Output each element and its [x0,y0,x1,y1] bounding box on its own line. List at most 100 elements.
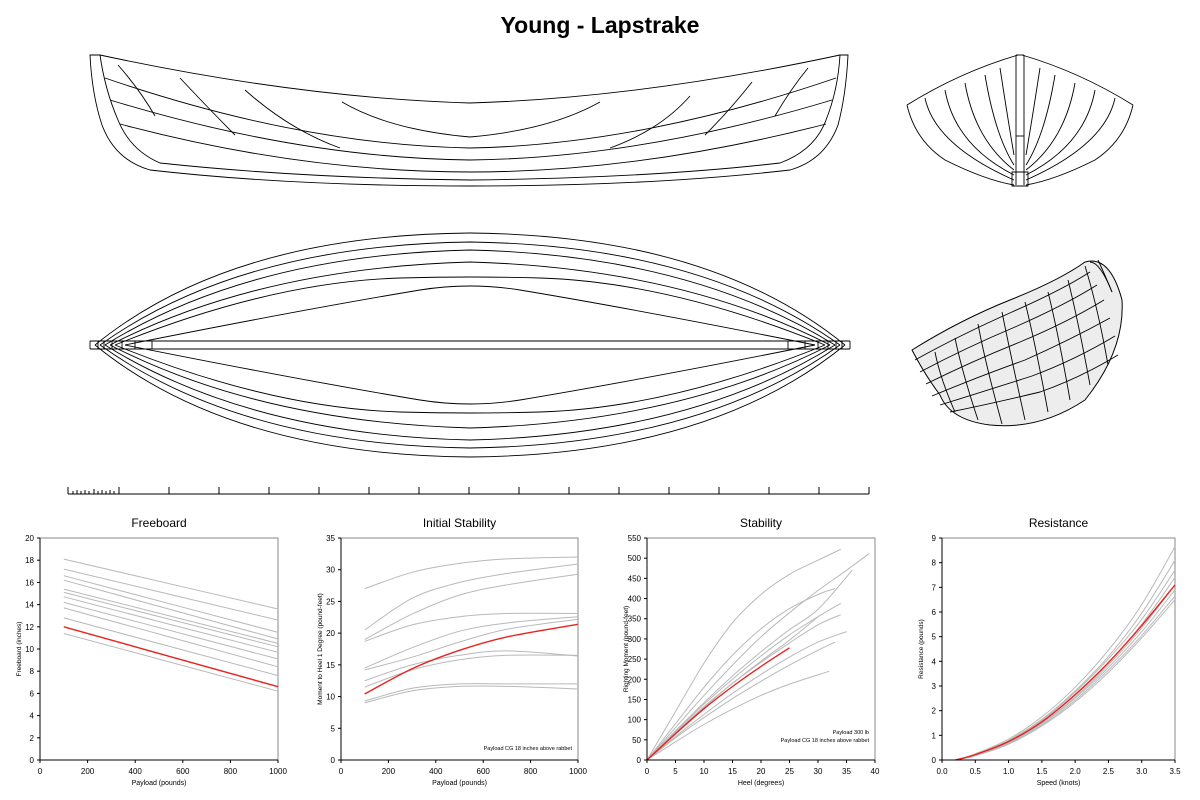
x-axis-label: Speed (knots) [1037,780,1081,787]
x-tick-label: 25 [785,767,794,776]
comparison-series-line [646,641,836,761]
x-axis-label: Payload (pounds) [432,780,487,787]
comparison-series-line [364,618,579,671]
x-tick-label: 400 [429,767,443,776]
y-tick-label: 2 [932,707,937,716]
comparison-series-line [63,601,279,660]
y-tick-label: 7 [932,583,937,592]
body-plan-view [906,54,1134,187]
perspective-view [911,259,1123,427]
y-tick-label: 10 [25,645,34,654]
y-axis-label: Freeboard (inches) [16,622,23,677]
y-tick-label: 5 [932,633,937,642]
x-tick-label: 400 [129,767,143,776]
comparison-series-line [646,670,830,761]
y-tick-label: 20 [326,629,335,638]
y-tick-label: 4 [932,657,937,666]
freeboard-chart: 0 200 400 600 800 1000 0 2 4 6 8 10 12 14 16 18 20 Payloa… [16,534,287,787]
stability-chart-title: Stability [739,516,783,530]
x-tick-label: 0 [38,767,43,776]
y-tick-label: 4 [30,712,35,721]
stability-chart: 0 5 10 15 20 25 30 35 40050100150200250300350400… [623,534,880,787]
x-tick-label: 0 [339,767,344,776]
y-tick-label: 8 [932,559,937,568]
x-tick-label: 35 [842,767,851,776]
y-tick-label: 0 [331,756,336,765]
comparison-series-line [63,558,279,610]
comparison-series-line [646,548,842,761]
y-tick-label: 9 [932,534,937,543]
page-title: Young - Lapstrake [500,12,700,38]
y-tick-label: 10 [326,693,335,702]
comparison-series-line [646,588,836,761]
comparison-series-line [955,599,1176,761]
comparison-series-line [63,633,279,692]
y-tick-label: 400 [628,595,642,604]
comparison-series-line [364,650,579,682]
comparison-series-line [646,552,870,761]
x-tick-label: 2.5 [1103,767,1115,776]
y-tick-label: 450 [628,574,642,583]
y-tick-label: 550 [628,534,642,543]
y-tick-label: 16 [25,578,34,587]
y-tick-label: 0 [637,756,642,765]
comparison-series-line [63,575,279,633]
y-tick-label: 30 [326,566,335,575]
comparison-series-line [63,579,279,640]
x-tick-label: 40 [871,767,880,776]
chart-annotation: Payload 300 lb [833,730,869,736]
y-axis-label: Moment to Heel 1 Degree (pound-feet) [317,593,324,705]
y-tick-label: 0 [30,756,35,765]
x-tick-label: 0.5 [970,767,982,776]
x-axis-label: Payload (pounds) [132,780,187,787]
comparison-series-line [364,654,579,688]
y-tick-label: 500 [628,554,642,563]
x-tick-label: 30 [814,767,823,776]
chart-annotation: Payload CG 18 inches above rabbet [484,746,573,752]
comparison-series-line [63,607,279,668]
x-tick-label: 0 [645,767,650,776]
x-tick-label: 800 [524,767,538,776]
y-axis-label: Resistance (pounds) [918,619,925,679]
comparison-series-line [63,617,279,677]
plan-view [89,232,851,458]
y-tick-label: 35 [326,534,335,543]
y-tick-label: 300 [628,635,642,644]
highlight-series-line [63,626,279,688]
initial-stability-chart-title: Initial Stability [422,516,497,530]
y-tick-label: 6 [932,608,937,617]
y-tick-label: 3 [932,682,937,691]
comparison-series-line [364,563,579,631]
y-tick-label: 250 [628,655,642,664]
comparison-series-line [364,683,578,702]
comparison-series-line [955,559,1176,761]
comparison-series-line [646,569,853,761]
plot-area [340,537,579,761]
x-tick-label: 10 [700,767,709,776]
comparison-series-line [955,584,1176,761]
x-tick-label: 1000 [569,767,587,776]
x-tick-label: 5 [673,767,678,776]
x-tick-label: 2.0 [1070,767,1082,776]
y-tick-label: 6 [30,689,35,698]
y-tick-label: 15 [326,661,335,670]
comparison-series-line [955,569,1176,761]
y-axis-label: Righting Moment (pound-feet) [623,606,630,692]
chart-annotation: Payload CG 18 inches above rabbet [781,738,870,744]
x-tick-label: 600 [477,767,491,776]
comparison-series-line [364,556,579,590]
comparison-series-line [364,685,579,704]
y-tick-label: 200 [628,675,642,684]
y-tick-label: 12 [25,623,34,632]
freeboard-chart-title: Freeboard [131,516,187,530]
comparison-series-line [63,596,279,653]
y-tick-label: 1 [932,731,937,740]
y-tick-label: 14 [25,601,34,610]
comparison-series-line [364,612,579,642]
y-tick-label: 100 [628,716,642,725]
x-tick-label: 3.5 [1169,767,1181,776]
x-tick-label: 3.0 [1136,767,1148,776]
y-tick-label: 350 [628,615,642,624]
x-axis-label: Heel (degrees) [738,780,784,787]
